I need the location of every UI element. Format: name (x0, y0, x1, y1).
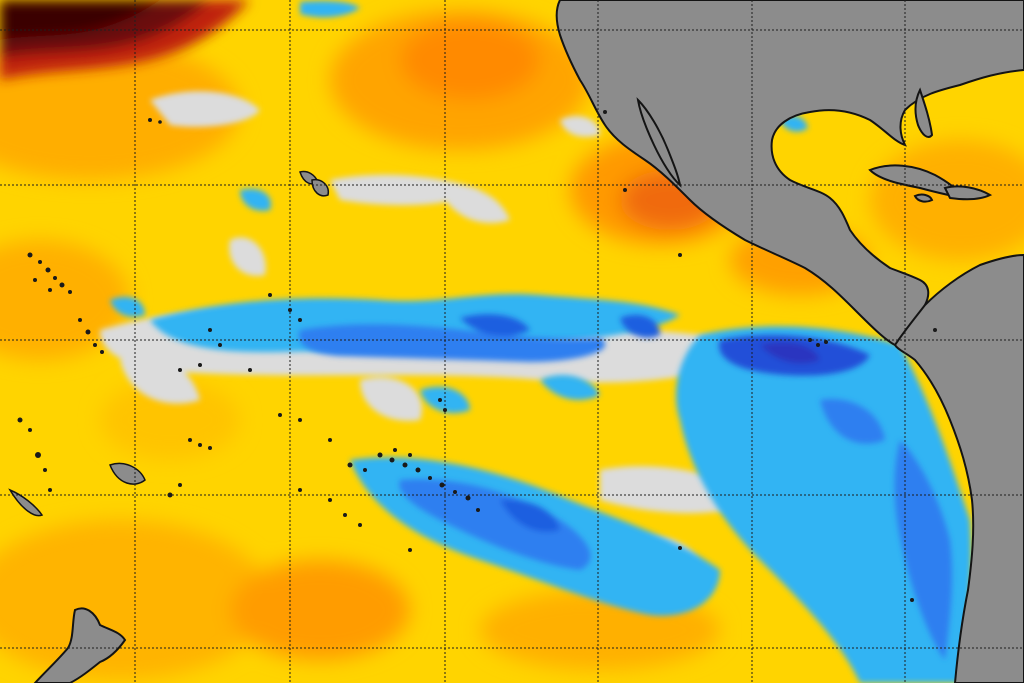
samoa-fiji-island (109, 462, 146, 485)
scattered-islands (17, 110, 937, 602)
new-zealand-land (33, 607, 127, 683)
new-caledonia-island (8, 488, 44, 517)
jamaica-island (913, 193, 934, 203)
extreme-warm-region (0, 0, 250, 80)
hawaii-big-island (311, 178, 330, 197)
land-masses (33, 0, 1024, 683)
island-chains (8, 170, 330, 517)
cold-anomaly-cores (299, 314, 953, 660)
hispaniola-island (943, 185, 993, 201)
north-america-land (555, 0, 1024, 347)
south-america-land (893, 253, 1024, 683)
florida-peninsula (914, 87, 934, 138)
